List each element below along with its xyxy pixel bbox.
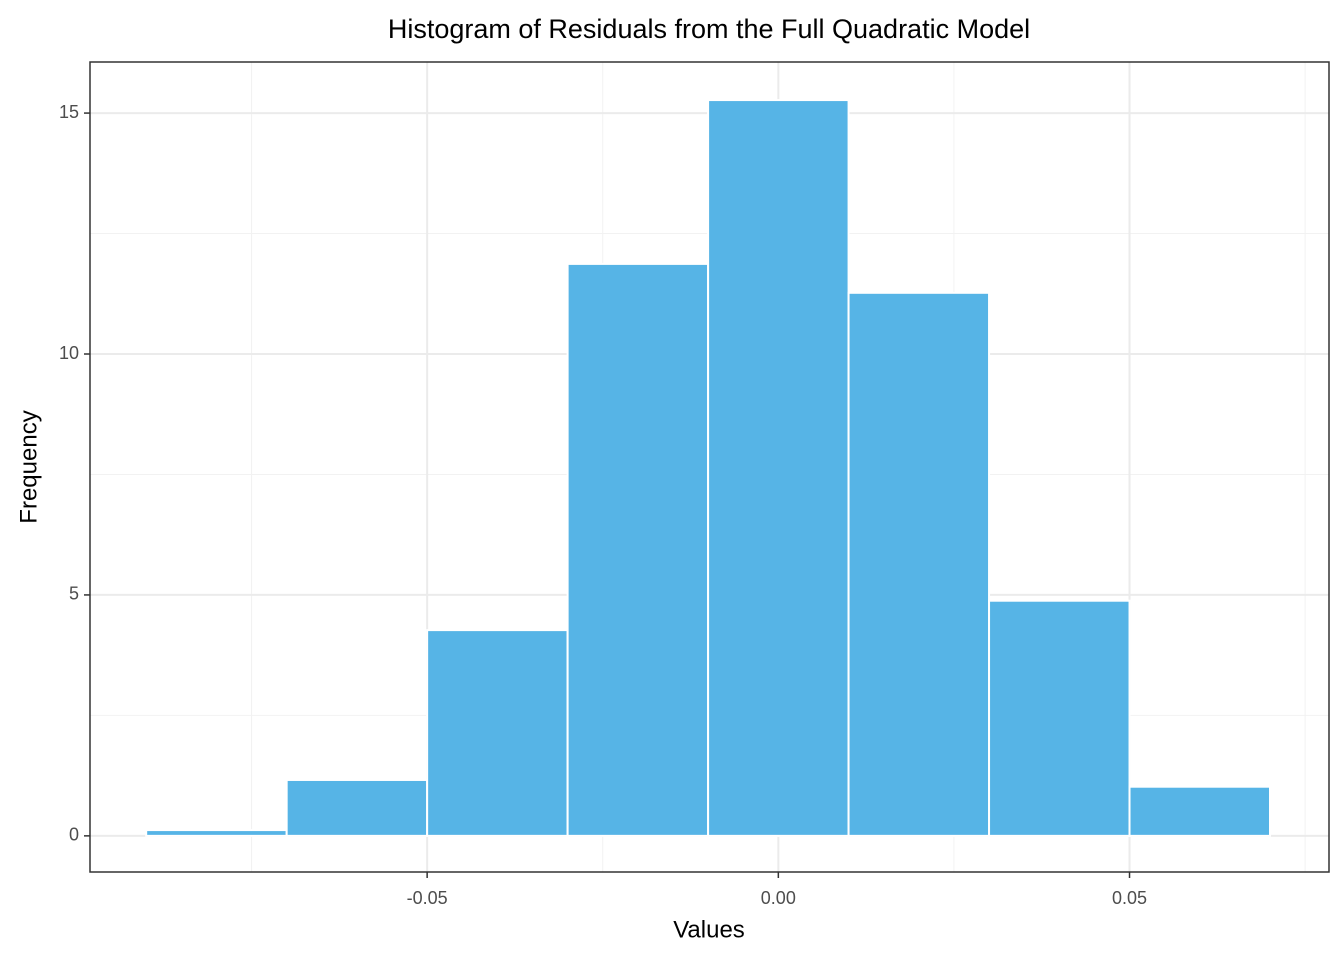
x-tick-label: -0.05 — [407, 888, 448, 908]
bar — [847, 291, 991, 837]
y-tick-label: 5 — [69, 584, 79, 604]
y-tick-label: 15 — [59, 102, 79, 122]
bar — [988, 599, 1131, 837]
x-axis-label: Values — [673, 916, 745, 943]
bar — [1128, 785, 1271, 837]
bar — [285, 778, 429, 837]
y-tick-label: 0 — [69, 825, 79, 845]
x-tick-label: 0.00 — [761, 888, 796, 908]
bar — [145, 829, 288, 837]
bar — [426, 629, 569, 837]
x-tick-label: 0.05 — [1112, 888, 1147, 908]
y-tick-label: 10 — [59, 343, 79, 363]
bar — [707, 99, 850, 837]
chart-title: Histogram of Residuals from the Full Qua… — [388, 14, 1030, 44]
panel-border — [89, 61, 1330, 873]
bar — [566, 262, 710, 837]
y-axis-label: Frequency — [15, 410, 42, 523]
